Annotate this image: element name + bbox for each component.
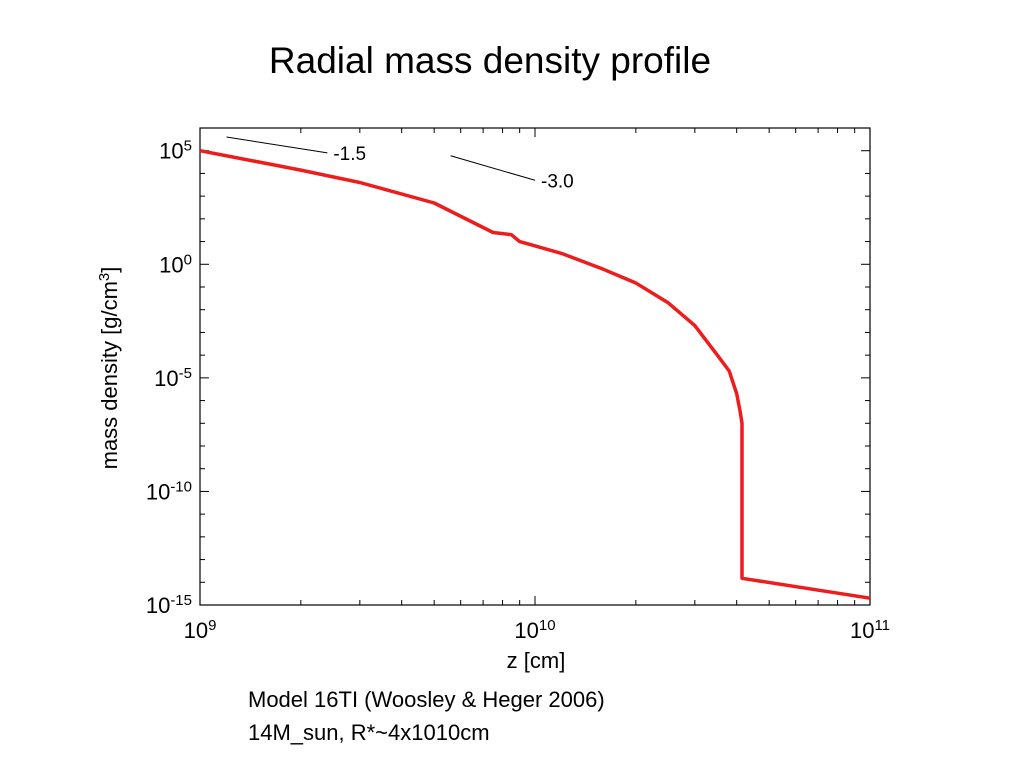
caption-line-1: Model 16TI (Woosley & Heger 2006) — [248, 687, 605, 712]
tick-exponent: 11 — [874, 617, 890, 634]
tick-exponent: -10 — [170, 478, 192, 495]
tick-exponent: -15 — [170, 592, 192, 609]
y-tick-marks — [200, 127, 870, 606]
plot-frame — [199, 127, 871, 606]
y-tick-label: 10-10 — [146, 478, 192, 505]
y-tick-label: 100 — [159, 251, 192, 278]
x-tick-labels: 109 1010 1011 — [184, 617, 890, 644]
density-line — [199, 148, 871, 600]
tick-exponent: 0 — [184, 251, 192, 268]
caption: Model 16TI (Woosley & Heger 2006) 14M_su… — [248, 683, 605, 749]
x-tick-label: 109 — [184, 617, 217, 644]
y-axis-label: mass density [g/cm3] — [96, 267, 123, 470]
tick-base: 10 — [850, 618, 874, 643]
tick-base: 10 — [159, 252, 183, 277]
slope-guide-line — [450, 155, 536, 181]
x-axis-label: z [cm] — [507, 648, 566, 673]
slope-annotations: -1.5 -3.0 — [226, 136, 574, 192]
slide-title: Radial mass density profile — [268, 40, 712, 81]
slope-guide-line — [226, 136, 328, 154]
series-group — [199, 148, 871, 600]
y-axis-label-sup: 3 — [96, 273, 113, 281]
slope-label: -1.5 — [333, 144, 366, 165]
tick-base: 10 — [146, 593, 170, 618]
tick-base: 10 — [159, 139, 183, 164]
tick-exponent: 5 — [184, 137, 192, 154]
x-tick-label: 1011 — [850, 617, 890, 644]
caption-line-2: 14M_sun, R*~4x1010cm — [248, 720, 490, 745]
tick-base: 10 — [184, 618, 208, 643]
y-tick-label: 105 — [159, 137, 192, 164]
tick-base: 10 — [514, 618, 538, 643]
y-axis-label-suffix: ] — [97, 267, 122, 273]
x-tick-marks — [199, 128, 856, 605]
y-tick-label: 10-5 — [154, 364, 192, 391]
y-axis-label-prefix: mass density [g/cm — [97, 281, 122, 469]
tick-exponent: 9 — [208, 617, 216, 634]
tick-exponent: -5 — [179, 364, 192, 381]
y-tick-label: 10-15 — [146, 592, 192, 619]
x-tick-label: 1010 — [514, 617, 555, 644]
tick-base: 10 — [154, 366, 178, 391]
slope-label: -3.0 — [541, 171, 574, 192]
tick-base: 10 — [146, 479, 170, 504]
tick-exponent: 10 — [539, 617, 556, 634]
